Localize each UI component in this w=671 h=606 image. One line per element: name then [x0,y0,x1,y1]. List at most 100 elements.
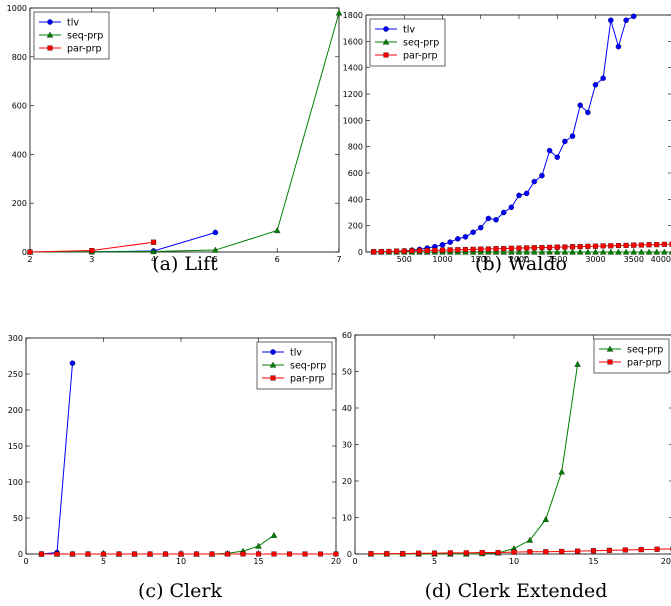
data-point-tlv [577,102,583,108]
data-point-tlv [447,239,453,245]
data-point-par-prp [562,244,568,250]
data-point-seq-prp [150,248,157,255]
data-point-par-prp [462,246,468,253]
legend-marker-par-prp [47,45,53,51]
x-tick-label: 2000 [509,255,529,264]
data-point-seq-prp [553,248,561,255]
legend-marker-seq-prp [382,38,390,45]
data-point-seq-prp [592,248,599,255]
x-tick-label: 5 [432,557,437,566]
x-tick-label: 2500 [547,255,567,264]
data-point-par-prp [608,243,614,249]
x-tick-label: 1000 [432,255,452,264]
y-tick-label: 400 [348,195,363,204]
data-point-par-prp [193,551,200,557]
x-tick-label: 10 [176,557,186,566]
data-point-tlv [523,190,530,197]
y-tick-label: 200 [8,406,23,415]
data-point-par-prp [531,245,537,251]
chart-caption: (c) Clerk [138,580,222,602]
x-tick-label: 15 [588,557,598,566]
data-point-par-prp [511,549,517,555]
x-tick-label: 15 [253,557,263,566]
data-point-seq-prp [599,248,607,255]
legend-label-par-prp: par-prp [290,374,325,385]
data-point-seq-prp [477,248,485,255]
data-point-par-prp [317,551,324,557]
x-tick-label: 500 [397,255,412,264]
data-point-par-prp [631,242,637,248]
data-point-par-prp [615,242,621,249]
x-tick-label: 1500 [471,255,491,264]
data-point-tlv [516,192,522,199]
data-point-seq-prp [558,468,565,475]
data-point-seq-prp [508,248,515,255]
data-point-tlv [631,13,637,20]
data-point-par-prp [255,551,262,557]
data-point-tlv [69,360,76,366]
data-point-par-prp [85,551,91,557]
series-layer [367,360,671,557]
data-point-seq-prp [515,248,523,255]
x-tick-label: 4 [151,255,156,264]
x-tick-label: 2 [27,255,32,264]
data-point-seq-prp [335,9,343,16]
data-point-tlv [562,138,568,145]
y-tick-label: 0 [347,550,352,559]
y-tick-label: 1200 [343,90,363,99]
data-point-par-prp [478,246,484,252]
y-tick-label: 1000 [343,116,363,125]
data-point-tlv [592,82,599,88]
legend-label-seq-prp: seq-prp [67,31,103,42]
legend-marker-tlv [270,349,276,355]
data-point-par-prp [590,548,597,554]
y-tick-label: 150 [8,442,23,451]
y-tick-label: 0 [22,248,27,257]
data-point-par-prp [495,549,501,556]
x-tick-label: 3500 [624,255,644,264]
y-tick-label: 100 [8,478,23,487]
data-point-par-prp [485,246,491,252]
legend: tlv seq-prp par-prp [33,11,110,60]
legend-marker-par-prp [383,52,389,58]
legend-marker-par-prp [607,359,613,365]
data-point-tlv [455,236,461,242]
data-point-tlv [493,216,499,223]
data-point-par-prp [424,248,430,254]
legend-marker-seq-prp [606,345,614,352]
x-tick-label: 3 [89,255,94,264]
data-point-par-prp [623,242,629,248]
legend: seq-prp par-prp [593,338,670,374]
y-tick-label: 30 [342,441,352,450]
data-point-par-prp [600,243,606,249]
legend-marker-seq-prp [46,31,54,38]
data-point-seq-prp [569,248,576,255]
data-point-par-prp [400,551,406,557]
data-point-par-prp [302,551,308,557]
y-tick-label: 300 [8,334,23,343]
data-point-par-prp [439,247,446,253]
data-point-seq-prp [561,248,569,255]
data-point-par-prp [431,550,438,556]
legend-label-seq-prp: seq-prp [290,361,326,372]
data-point-par-prp [447,550,453,556]
data-point-seq-prp [212,246,219,253]
data-point-par-prp [508,245,514,251]
data-point-seq-prp [492,248,500,255]
chart-panel-3: 0 50 100 150 200 250 300 0 5 10 15 20 tlv seq-prp par-… [8,334,341,602]
data-point-par-prp [575,548,581,554]
data-point-par-prp [501,246,507,252]
chart-caption: (b) Waldo [475,253,567,275]
chart-caption: (a) Lift [152,253,218,275]
series-line-par-prp [370,548,671,555]
legend: tlv seq-prp par-prp [256,341,333,390]
data-point-par-prp [516,245,522,251]
data-point-tlv [600,75,606,81]
x-tick-label: 5 [101,557,106,566]
data-point-par-prp [271,551,277,557]
data-point-par-prp [38,551,45,557]
data-point-par-prp [669,241,671,247]
data-point-tlv [569,133,576,139]
legend-label-tlv: tlv [67,18,79,29]
data-point-seq-prp [622,248,630,255]
